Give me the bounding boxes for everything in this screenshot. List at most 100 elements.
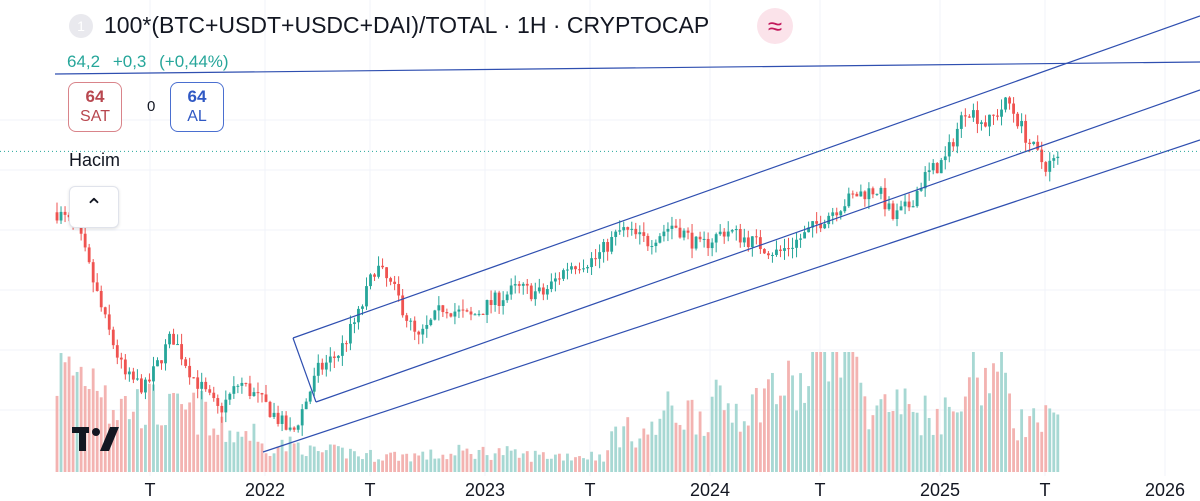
- pane-number-badge[interactable]: 1: [69, 14, 93, 38]
- candle: [923, 172, 927, 189]
- volume-bar: [895, 389, 899, 472]
- volume-bar: [248, 440, 252, 472]
- candle: [935, 163, 939, 174]
- volume-bar: [650, 421, 654, 472]
- volume-bar: [324, 450, 328, 472]
- volume-bar: [558, 453, 561, 472]
- volume-bar: [1052, 412, 1056, 472]
- candle: [441, 305, 445, 313]
- approx-icon[interactable]: ≈: [757, 8, 793, 44]
- volume-bar: [570, 460, 573, 472]
- volume-bar: [730, 422, 734, 472]
- volume-bar: [967, 377, 971, 472]
- volume-bar: [208, 435, 212, 472]
- collapse-chevron-up-icon[interactable]: ⌃: [69, 186, 119, 228]
- candle: [316, 362, 320, 376]
- candle: [819, 223, 823, 229]
- volume-bar: [598, 454, 602, 472]
- volume-bar: [670, 405, 674, 472]
- volume-bar: [566, 453, 569, 472]
- candle: [1044, 162, 1048, 172]
- volume-bar: [224, 441, 228, 472]
- volume-bar: [867, 429, 871, 472]
- symbol-title[interactable]: 100*(BTC+USDT+USDC+DAI)/TOTAL · 1H · CRY…: [104, 12, 710, 38]
- volume-bar: [369, 449, 372, 472]
- candle: [686, 230, 690, 233]
- volume-bar: [144, 424, 147, 472]
- candle: [509, 285, 513, 295]
- buy-button[interactable]: 64 AL: [170, 82, 224, 132]
- candle: [224, 399, 228, 413]
- volume-bar: [381, 460, 384, 472]
- candle: [775, 249, 778, 255]
- volume-bar: [71, 375, 75, 472]
- volume-bar: [666, 391, 670, 472]
- volume-bar: [726, 403, 730, 472]
- volume-bar: [1020, 409, 1024, 472]
- volume-bar: [87, 389, 91, 472]
- volume-bar: [992, 363, 995, 472]
- volume-bar: [586, 459, 589, 472]
- volume-bar: [947, 406, 951, 472]
- candle: [1008, 97, 1011, 104]
- candle: [967, 116, 971, 118]
- candle: [328, 356, 332, 363]
- candle: [690, 232, 694, 249]
- candle: [678, 227, 682, 238]
- volume-bar: [152, 384, 155, 472]
- candle: [670, 225, 674, 229]
- volume-bar: [682, 429, 686, 472]
- candle: [823, 224, 827, 229]
- volume-bar: [758, 422, 762, 472]
- volume-bar: [811, 352, 815, 472]
- volume-bar: [545, 458, 549, 472]
- volume-bar: [521, 453, 525, 472]
- candle: [1024, 120, 1028, 143]
- trendline: [315, 89, 1200, 403]
- volume-bar: [553, 454, 557, 472]
- volume-bar: [228, 430, 232, 472]
- candle: [630, 228, 634, 230]
- volume-bar: [148, 383, 151, 472]
- candle: [578, 269, 581, 271]
- x-tick-label: T: [814, 480, 826, 500]
- candle: [111, 329, 115, 346]
- candle: [758, 237, 762, 250]
- volume-bar: [373, 461, 376, 472]
- volume-bar: [775, 404, 778, 472]
- candle: [726, 231, 730, 237]
- candle: [152, 366, 155, 382]
- candle: [429, 319, 433, 325]
- volume-bar: [453, 455, 457, 472]
- volume-bar: [320, 452, 324, 472]
- volume-bar: [513, 449, 517, 472]
- volume-bar: [304, 456, 308, 472]
- candle: [160, 360, 163, 364]
- candle: [377, 265, 380, 277]
- volume-bar: [332, 444, 336, 472]
- grid: [0, 0, 1200, 476]
- candle: [497, 292, 501, 306]
- volume-bar: [501, 455, 505, 472]
- candle: [566, 269, 569, 271]
- volume-bar: [1048, 408, 1052, 472]
- x-tick-label: 2025: [919, 480, 961, 500]
- candle: [899, 206, 903, 211]
- candle: [1000, 109, 1003, 117]
- candle: [119, 357, 123, 360]
- candle: [606, 242, 610, 252]
- candle: [839, 211, 843, 216]
- candle: [574, 266, 577, 270]
- volume-bar: [750, 394, 754, 472]
- volume-bar: [1032, 408, 1036, 472]
- volume-bar: [541, 452, 545, 472]
- volume-bar: [160, 425, 163, 472]
- volume-bar: [710, 396, 714, 472]
- candle: [1028, 142, 1032, 145]
- candle: [1012, 103, 1015, 114]
- candle: [216, 398, 220, 406]
- sell-button[interactable]: 64 SAT: [68, 82, 122, 132]
- volume-bar: [115, 420, 119, 472]
- spread-value: 0: [147, 98, 156, 115]
